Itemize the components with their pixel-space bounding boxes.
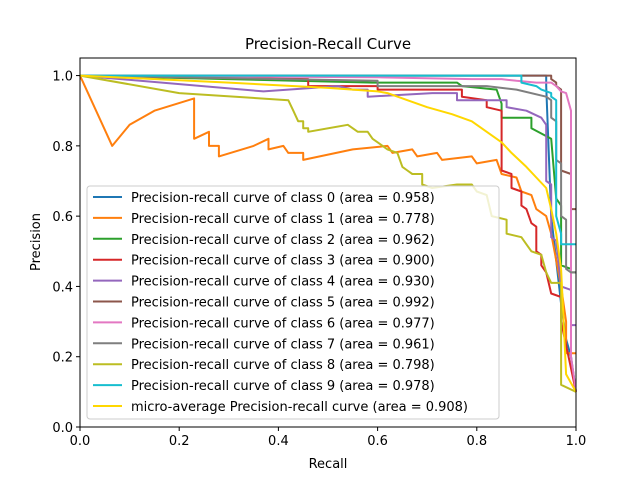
x-tick-label: 0.4 xyxy=(268,434,289,449)
x-axis-label: Recall xyxy=(309,457,348,472)
x-axis-ticks: 0.0 0.2 0.4 0.6 0.8 1.0 xyxy=(70,427,587,449)
legend-label-0: Precision-recall curve of class 0 (area … xyxy=(131,191,435,206)
x-tick-label: 0.8 xyxy=(466,434,487,449)
y-tick-label: 1.0 xyxy=(52,70,73,85)
legend-label-4: Precision-recall curve of class 4 (area … xyxy=(131,275,435,290)
series-line-10 xyxy=(79,74,577,393)
legend: Precision-recall curve of class 0 (area … xyxy=(86,185,500,420)
series-line-7 xyxy=(79,74,576,274)
y-tick-label: 0.2 xyxy=(52,351,73,366)
legend-label-7: Precision-recall curve of class 7 (area … xyxy=(131,337,435,352)
legend-label-10: micro-average Precision-recall curve (ar… xyxy=(131,400,468,415)
y-tick-label: 0.4 xyxy=(52,280,73,295)
legend-label-1: Precision-recall curve of class 1 (area … xyxy=(131,212,435,227)
chart-title: Precision-Recall Curve xyxy=(245,35,411,53)
x-tick-label: 0.2 xyxy=(169,434,190,449)
y-tick-label: 0.0 xyxy=(52,421,73,436)
series-line-6 xyxy=(79,74,577,393)
x-tick-label: 0.6 xyxy=(367,434,388,449)
y-tick-label: 0.8 xyxy=(52,140,73,155)
legend-box xyxy=(86,185,500,420)
legend-label-5: Precision-recall curve of class 5 (area … xyxy=(131,296,435,311)
legend-label-3: Precision-recall curve of class 3 (area … xyxy=(131,254,435,269)
y-tick-label: 0.6 xyxy=(52,210,73,225)
series-line-9 xyxy=(80,74,576,246)
x-tick-label: 1.0 xyxy=(566,434,587,449)
y-axis-ticks: 0.0 0.2 0.4 0.6 0.8 1.0 xyxy=(52,70,80,436)
y-axis-label: Precision xyxy=(29,213,44,271)
legend-label-6: Precision-recall curve of class 6 (area … xyxy=(131,316,435,331)
series-line-8 xyxy=(79,74,577,393)
plot-lines xyxy=(79,74,577,393)
legend-label-8: Precision-recall curve of class 8 (area … xyxy=(131,358,435,373)
legend-label-2: Precision-recall curve of class 2 (area … xyxy=(131,233,435,248)
legend-label-9: Precision-recall curve of class 9 (area … xyxy=(131,379,435,394)
axes-frame xyxy=(79,57,577,428)
x-tick-label: 0.0 xyxy=(70,434,91,449)
